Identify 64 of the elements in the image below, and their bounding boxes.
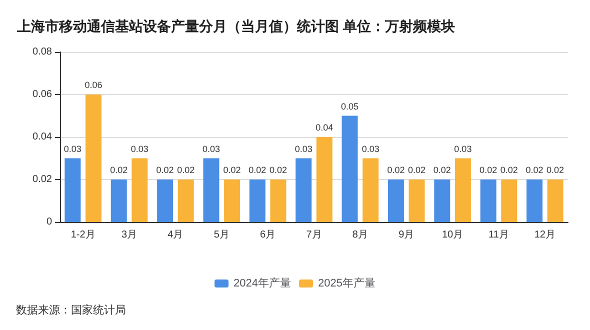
data-label: 0.02 xyxy=(546,165,564,175)
data-label: 0.02 xyxy=(156,165,174,175)
bar xyxy=(547,180,564,222)
chart-title: 上海市移动通信基站设备产量分月（当月值）统计图 单位：万射频模块 xyxy=(16,18,455,34)
y-tick-label: 0.02 xyxy=(32,174,52,185)
data-label: 0.02 xyxy=(480,165,498,175)
x-tick-label: 11月 xyxy=(488,230,509,240)
bar xyxy=(249,180,266,222)
bar xyxy=(178,180,194,222)
data-label: 0.05 xyxy=(341,101,359,112)
x-tick-label: 7月 xyxy=(306,230,322,240)
data-label: 0.03 xyxy=(294,144,312,154)
bar xyxy=(64,158,81,222)
bar xyxy=(342,116,358,222)
legend-label: 2024年产量 xyxy=(234,276,292,290)
bar xyxy=(501,180,518,222)
bar xyxy=(388,180,404,222)
bar xyxy=(224,180,240,222)
y-tick-label: 0.08 xyxy=(32,46,52,58)
data-label: 0.03 xyxy=(202,144,220,154)
bar xyxy=(362,158,379,222)
data-label: 0.04 xyxy=(316,122,334,132)
data-label: 0.02 xyxy=(433,165,451,175)
x-tick-label: 8月 xyxy=(352,230,368,240)
bar xyxy=(480,180,496,222)
data-label: 0.02 xyxy=(500,165,518,175)
data-label: 0.02 xyxy=(526,165,544,175)
data-label: 0.02 xyxy=(387,165,405,175)
bar xyxy=(526,180,543,222)
y-tick-label: 0 xyxy=(46,216,52,228)
data-label: 0.03 xyxy=(454,144,472,154)
data-label: 0.03 xyxy=(130,144,148,154)
legend-label: 2025年产量 xyxy=(318,276,376,290)
source-note: 数据来源：国家统计局 xyxy=(16,304,126,316)
bar xyxy=(132,158,148,222)
data-label: 0.03 xyxy=(362,144,380,154)
data-label: 0.02 xyxy=(269,165,287,175)
data-label: 0.06 xyxy=(84,80,102,90)
data-label: 0.02 xyxy=(408,165,426,175)
x-tick-label: 4月 xyxy=(168,230,184,240)
bar xyxy=(85,94,102,222)
bar xyxy=(408,180,425,222)
x-tick-label: 6月 xyxy=(260,230,276,240)
data-label: 0.02 xyxy=(248,165,266,175)
x-tick-label: 1-2月 xyxy=(70,230,96,240)
data-label: 0.03 xyxy=(64,144,82,154)
x-tick-label: 5月 xyxy=(214,230,230,240)
x-tick-label: 3月 xyxy=(121,230,138,240)
x-tick-label: 12月 xyxy=(534,230,556,240)
bar xyxy=(157,180,174,222)
bar xyxy=(296,158,312,222)
data-label: 0.02 xyxy=(110,165,128,175)
bar xyxy=(110,180,127,222)
y-tick-label: 0.04 xyxy=(32,132,52,142)
bar xyxy=(434,180,450,222)
bar xyxy=(316,137,332,222)
bar xyxy=(203,158,220,222)
bar xyxy=(270,180,286,222)
x-tick-label: 9月 xyxy=(398,230,414,240)
y-tick-label: 0.06 xyxy=(32,89,52,100)
data-label: 0.02 xyxy=(223,165,241,175)
data-label: 0.02 xyxy=(177,165,195,175)
bar xyxy=(454,158,471,222)
x-tick-label: 10月 xyxy=(442,230,464,240)
